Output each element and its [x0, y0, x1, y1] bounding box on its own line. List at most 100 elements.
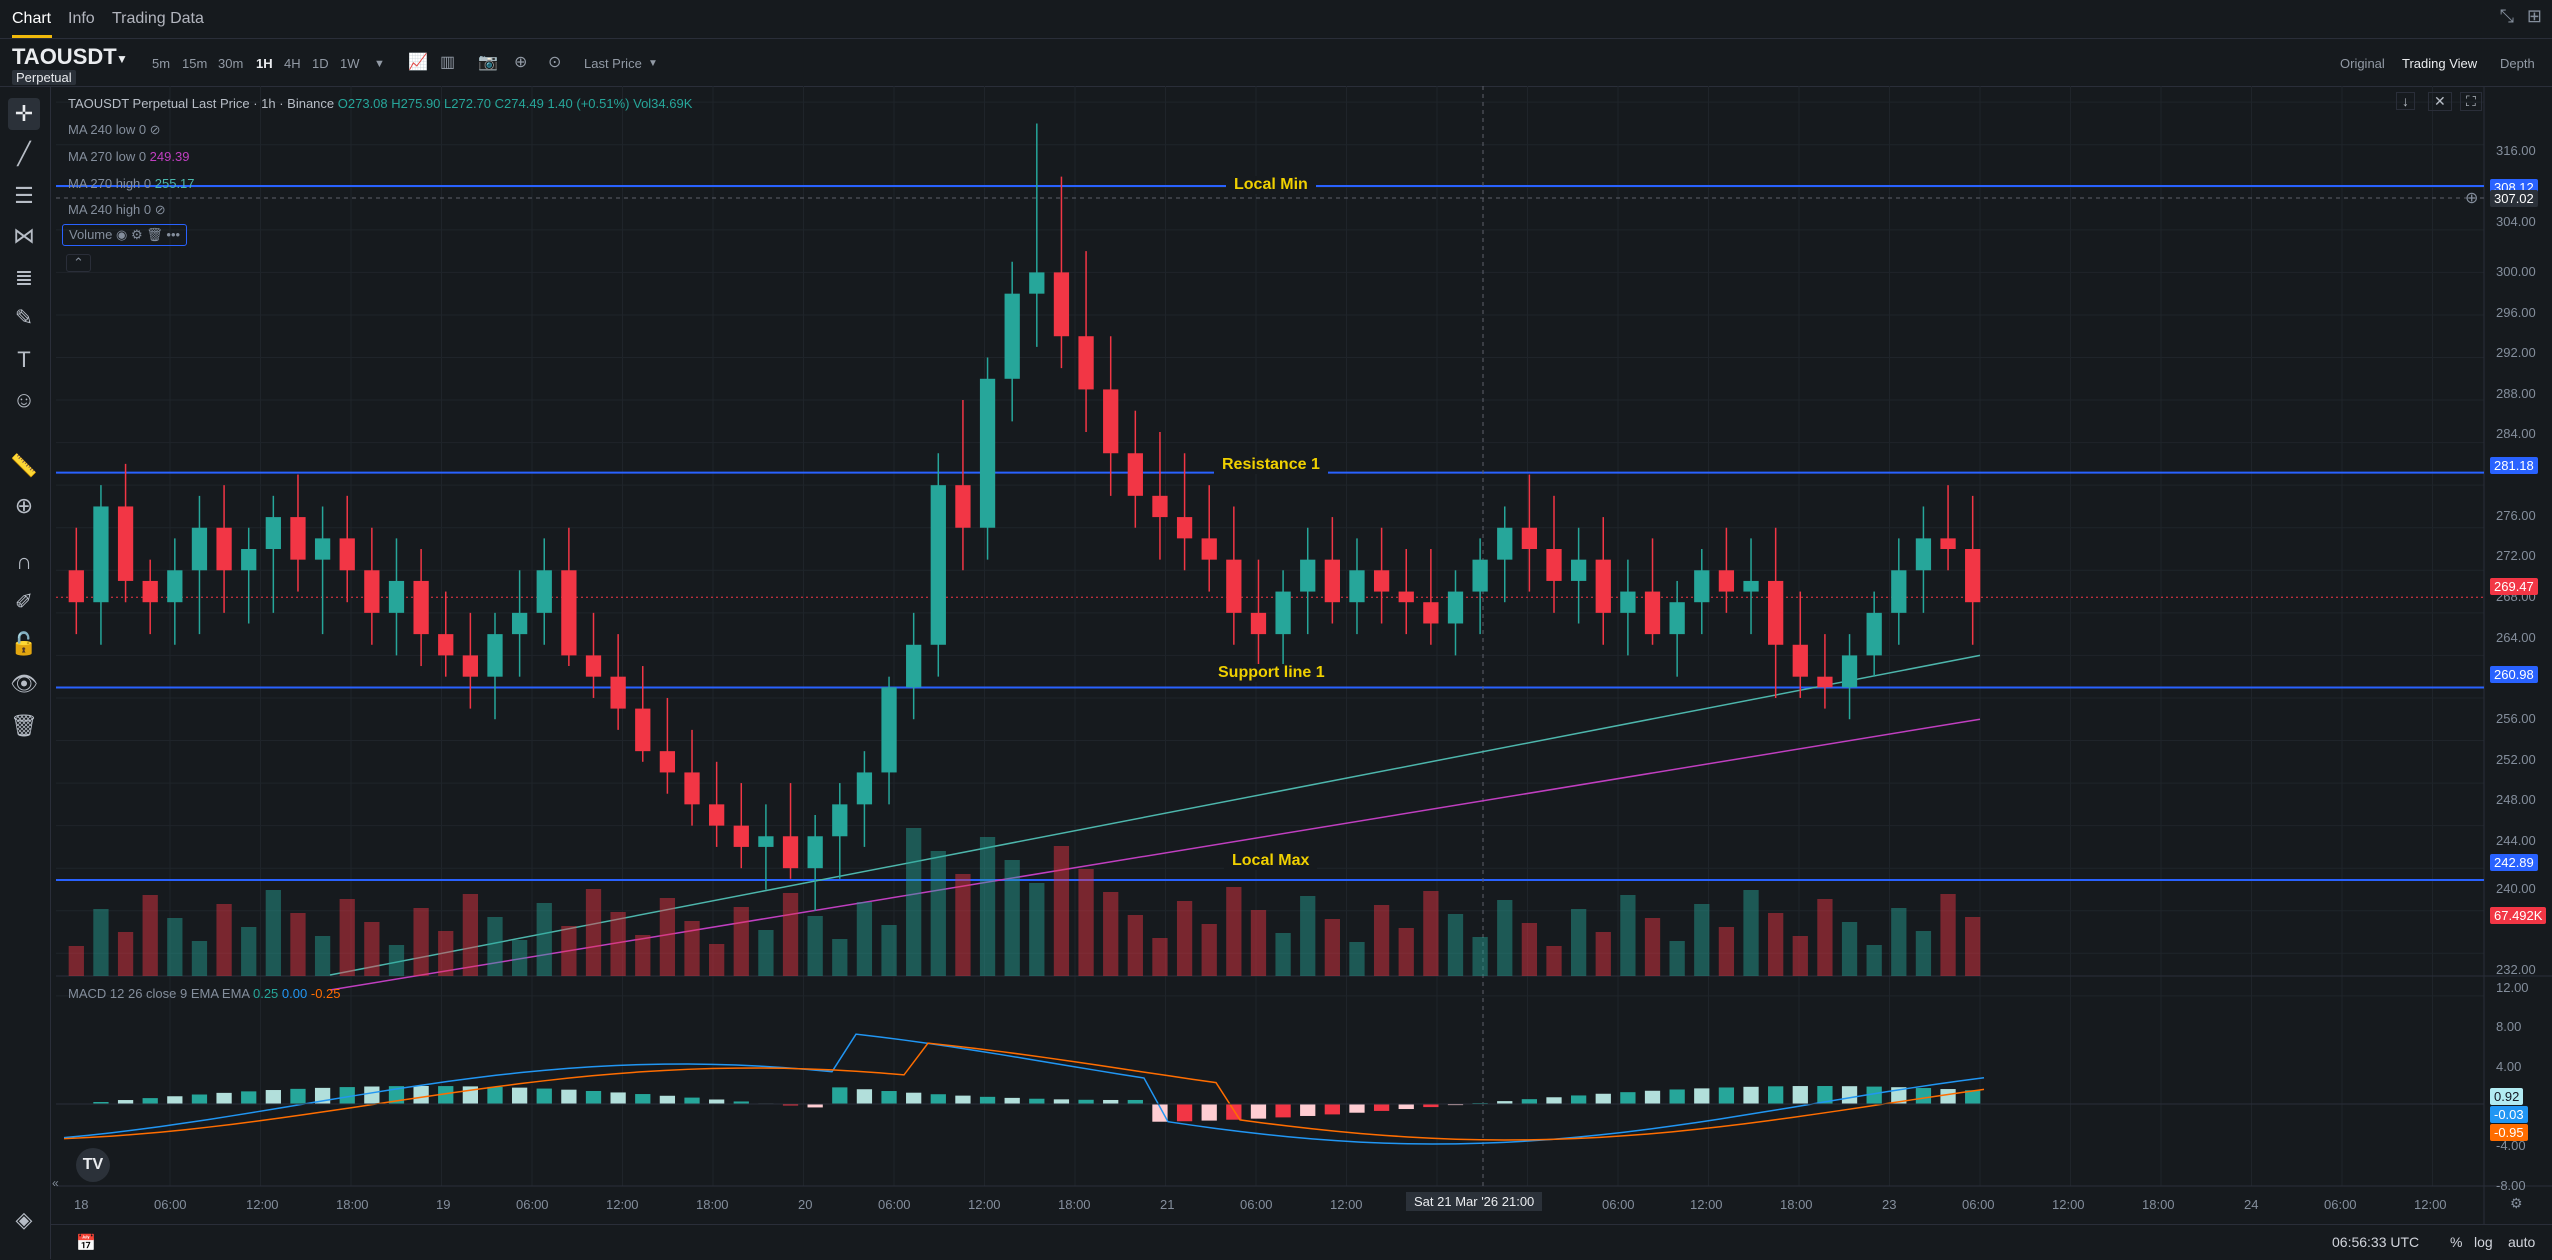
drawing-toolbar: ✛ ╱ ☰ ⋈ ≣ ✎ T ☺ 📏 ⊕ ∩ ✐ 🔓 👁 🗑 ◈	[0, 86, 51, 1259]
price-type-select[interactable]: Last Price	[584, 56, 642, 71]
volume-bar	[1768, 913, 1784, 976]
crosshair-icon[interactable]: ✛	[8, 98, 40, 130]
brush-icon[interactable]: ✎	[14, 305, 34, 330]
hline-label-support[interactable]: Support line 1	[1210, 664, 1333, 682]
macd-signal-pill: -0.95	[2490, 1124, 2528, 1141]
candle-body	[906, 644, 922, 688]
calendar-icon[interactable]: 📅	[76, 1235, 96, 1252]
hline-label-resistance[interactable]: Resistance 1	[1214, 456, 1328, 474]
indicators-icon[interactable]: 📈	[408, 54, 428, 71]
pattern-icon[interactable]: ⋈	[13, 223, 35, 248]
volume-bar	[1226, 887, 1242, 976]
ma-value: 249.39	[149, 149, 190, 164]
volume-bar	[1866, 945, 1882, 976]
more-icon[interactable]: •••	[166, 227, 181, 242]
candle-body	[1472, 559, 1488, 592]
volume-bar	[1743, 890, 1759, 976]
add-alert-icon[interactable]: ⊕	[2465, 190, 2479, 207]
macd-histogram-bar	[684, 1097, 700, 1104]
lock-drawing-icon[interactable]: ✐	[14, 589, 34, 614]
eye-icon[interactable]: ◉	[116, 227, 128, 242]
zoom-in-icon[interactable]: ⊕	[14, 493, 34, 518]
scroll-down-icon[interactable]: ↓	[2396, 92, 2415, 110]
settings-icon[interactable]: ⊙	[548, 54, 562, 71]
candle-body	[1103, 389, 1119, 454]
interval-30m[interactable]: 30m	[218, 56, 244, 71]
fit-icon[interactable]: ✕	[2428, 92, 2452, 111]
symbol-selector[interactable]: TAOUSDT	[12, 44, 117, 69]
hline-label-local-max[interactable]: Local Max	[1224, 852, 1318, 870]
add-icon[interactable]: ⊕	[514, 54, 528, 71]
view-original[interactable]: Original	[2340, 56, 2385, 71]
interval-1w[interactable]: 1W	[340, 56, 360, 71]
view-trading-view[interactable]: Trading View	[2402, 56, 2478, 71]
time-tick: 19	[436, 1197, 451, 1212]
utc-clock[interactable]: 06:56:33 UTC	[2332, 1234, 2420, 1250]
interval-1h[interactable]: 1H	[256, 56, 273, 71]
layers-icon[interactable]: ◈	[15, 1207, 33, 1232]
trash-icon[interactable]: 🗑	[146, 227, 163, 242]
tab-trading-data[interactable]: Trading Data	[112, 10, 204, 27]
lock-icon[interactable]: 🔓	[10, 631, 38, 656]
interval-15m[interactable]: 15m	[182, 56, 208, 71]
macd-histogram-bar	[709, 1099, 725, 1104]
fib-icon[interactable]: ≣	[14, 265, 34, 290]
emoji-icon[interactable]: ☺	[12, 387, 36, 412]
active-tab-indicator	[12, 35, 52, 38]
legend-open: O273.08	[337, 96, 388, 111]
candle-body	[117, 506, 134, 581]
candle-body	[1521, 527, 1538, 550]
macd-histogram-bar	[1423, 1104, 1439, 1108]
log-toggle[interactable]: log	[2474, 1234, 2493, 1250]
candle-body	[1201, 538, 1217, 560]
magnet-icon[interactable]: ∩	[16, 549, 32, 574]
trend-line-icon[interactable]: ╱	[17, 141, 31, 166]
volume-bar	[979, 837, 996, 976]
eye-slash-icon[interactable]: ⊘	[149, 122, 161, 137]
eye-slash-icon[interactable]: ⊘	[154, 202, 166, 217]
grid-layout-icon[interactable]: ⊞	[2526, 6, 2542, 26]
tab-chart[interactable]: Chart	[12, 10, 52, 27]
tradingview-logo: TV	[76, 1148, 110, 1182]
camera-icon[interactable]: 📷	[478, 54, 498, 71]
volume-bar	[1521, 923, 1538, 976]
view-depth[interactable]: Depth	[2500, 56, 2535, 71]
interval-1d[interactable]: 1D	[312, 56, 329, 71]
ruler-icon[interactable]: 📏	[10, 453, 38, 478]
candle-body	[1768, 580, 1784, 645]
auto-toggle[interactable]: auto	[2508, 1234, 2536, 1250]
ma-label: MA 270 low 0	[68, 149, 147, 164]
tab-info[interactable]: Info	[68, 10, 95, 27]
settings-icon[interactable]: ⚙	[130, 227, 143, 242]
price-tick: 304.00	[2496, 214, 2536, 229]
hline-label-local-min[interactable]: Local Min	[1226, 176, 1316, 194]
collapse-panel-icon[interactable]: «	[52, 1176, 59, 1190]
chevron-down-icon[interactable]: ▼	[116, 52, 128, 66]
interval-dropdown-icon[interactable]: ▼	[374, 58, 385, 70]
chevron-down-icon[interactable]: ▼	[648, 58, 658, 69]
horizontal-lines-icon[interactable]: ☰	[14, 183, 34, 208]
collapse-arrows-icon[interactable]: ⤡	[2499, 6, 2514, 26]
percent-toggle[interactable]: %	[2450, 1234, 2463, 1250]
candle-body	[1053, 272, 1070, 337]
macd-histogram-bar	[191, 1094, 208, 1104]
candle-body	[659, 751, 676, 773]
volume-legend[interactable]: Volume ◉ ⚙ 🗑 •••	[62, 224, 188, 246]
settings-icon[interactable]: ⚙	[2510, 1195, 2523, 1211]
interval-5m[interactable]: 5m	[152, 56, 171, 71]
volume-bar	[314, 936, 331, 976]
collapse-legend-button[interactable]: ⌃	[66, 254, 91, 272]
interval-4h[interactable]: 4H	[284, 56, 301, 71]
candle-body	[1349, 570, 1365, 603]
chart-type-icon[interactable]: ▥	[440, 54, 456, 71]
candle-body	[1669, 602, 1685, 635]
volume-bar	[1127, 915, 1143, 976]
eye-icon[interactable]: 👁	[10, 671, 38, 696]
price-tick: 272.00	[2496, 548, 2536, 563]
text-icon[interactable]: T	[17, 347, 31, 372]
macd-line-value: 0.00	[281, 986, 308, 1001]
time-tick: 20	[798, 1197, 813, 1212]
fullscreen-icon[interactable]: ⛶	[2460, 92, 2482, 111]
trash-icon[interactable]: 🗑	[10, 713, 38, 738]
